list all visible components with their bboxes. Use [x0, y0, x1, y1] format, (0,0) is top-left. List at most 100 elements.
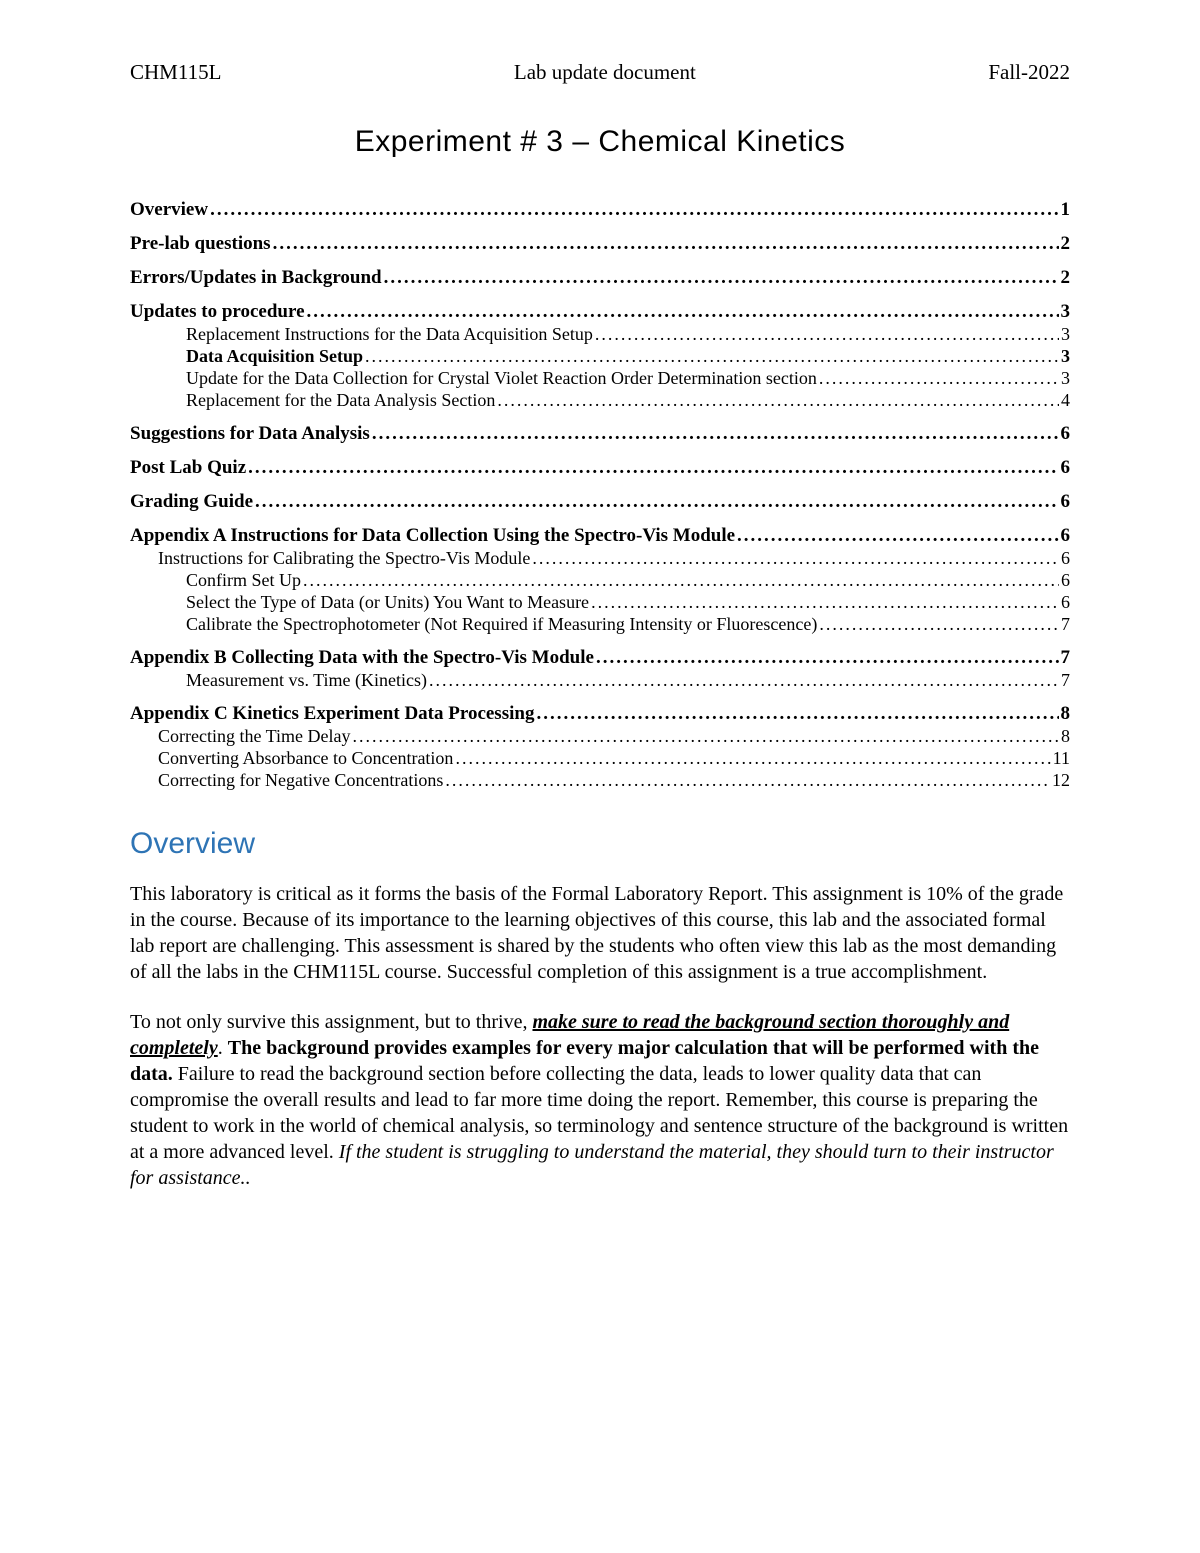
- toc-label: Post Lab Quiz: [130, 457, 246, 479]
- toc-leader-dots: [384, 267, 1059, 289]
- toc-page-number: 6: [1061, 570, 1070, 591]
- overview-paragraph-1: This laboratory is critical as it forms …: [130, 881, 1070, 985]
- page-header: CHM115L Lab update document Fall-2022: [130, 60, 1070, 85]
- toc-entry[interactable]: Measurement vs. Time (Kinetics) 7: [186, 670, 1070, 691]
- overview-paragraph-2: To not only survive this assignment, but…: [130, 1009, 1070, 1191]
- toc-entry[interactable]: Post Lab Quiz 6: [130, 457, 1070, 479]
- toc-page-number: 3: [1061, 368, 1070, 389]
- toc-leader-dots: [532, 548, 1059, 569]
- toc-entry[interactable]: Suggestions for Data Analysis 6: [130, 423, 1070, 445]
- toc-label: Pre-lab questions: [130, 233, 271, 255]
- toc-page-number: 8: [1061, 703, 1071, 725]
- toc-label: Errors/Updates in Background: [130, 267, 382, 289]
- table-of-contents: Overview1Pre-lab questions2Errors/Update…: [130, 199, 1070, 791]
- toc-leader-dots: [307, 301, 1059, 323]
- toc-leader-dots: [210, 199, 1058, 221]
- toc-label: Confirm Set Up: [186, 570, 301, 591]
- toc-label: Update for the Data Collection for Cryst…: [186, 368, 817, 389]
- toc-label: Overview: [130, 199, 208, 221]
- toc-label: Select the Type of Data (or Units) You W…: [186, 592, 589, 613]
- toc-entry[interactable]: Instructions for Calibrating the Spectro…: [158, 548, 1070, 569]
- toc-entry[interactable]: Converting Absorbance to Concentration 11: [158, 748, 1070, 769]
- toc-entry[interactable]: Update for the Data Collection for Cryst…: [186, 368, 1070, 389]
- toc-leader-dots: [255, 491, 1059, 513]
- p2-end-period: .: [246, 1167, 251, 1189]
- toc-leader-dots: [273, 233, 1059, 255]
- toc-leader-dots: [595, 324, 1059, 345]
- toc-entry[interactable]: Errors/Updates in Background 2: [130, 267, 1070, 289]
- toc-entry[interactable]: Updates to procedure 3: [130, 301, 1070, 323]
- toc-page-number: 3: [1061, 346, 1070, 367]
- toc-leader-dots: [248, 457, 1058, 479]
- toc-entry[interactable]: Correcting the Time Delay 8: [158, 726, 1070, 747]
- toc-entry[interactable]: Grading Guide 6: [130, 491, 1070, 513]
- toc-label: Appendix C Kinetics Experiment Data Proc…: [130, 703, 534, 725]
- toc-leader-dots: [596, 647, 1059, 669]
- toc-page-number: 6: [1061, 592, 1070, 613]
- toc-leader-dots: [497, 390, 1059, 411]
- toc-leader-dots: [429, 670, 1059, 691]
- toc-entry[interactable]: Appendix C Kinetics Experiment Data Proc…: [130, 703, 1070, 725]
- header-right: Fall-2022: [988, 60, 1070, 85]
- toc-entry[interactable]: Correcting for Negative Concentrations12: [158, 770, 1070, 791]
- toc-page-number: 6: [1061, 457, 1071, 479]
- toc-page-number: 6: [1061, 525, 1071, 547]
- toc-label: Correcting the Time Delay: [158, 726, 350, 747]
- toc-leader-dots: [365, 346, 1059, 367]
- toc-entry[interactable]: Appendix B Collecting Data with the Spec…: [130, 647, 1070, 669]
- toc-page-number: 6: [1061, 548, 1070, 569]
- toc-leader-dots: [455, 748, 1050, 769]
- toc-entry[interactable]: Pre-lab questions 2: [130, 233, 1070, 255]
- toc-leader-dots: [352, 726, 1059, 747]
- toc-page-number: 8: [1061, 726, 1070, 747]
- overview-body: This laboratory is critical as it forms …: [130, 881, 1070, 1191]
- toc-entry[interactable]: Select the Type of Data (or Units) You W…: [186, 592, 1070, 613]
- toc-entry[interactable]: Data Acquisition Setup 3: [186, 346, 1070, 367]
- toc-label: Updates to procedure: [130, 301, 305, 323]
- toc-page-number: 3: [1061, 301, 1071, 323]
- toc-leader-dots: [536, 703, 1058, 725]
- toc-entry[interactable]: Overview 1: [130, 199, 1070, 221]
- document-title: Experiment # 3 – Chemical Kinetics: [130, 125, 1070, 159]
- toc-page-number: 3: [1061, 324, 1070, 345]
- section-heading-overview: Overview: [130, 827, 1070, 861]
- toc-leader-dots: [303, 570, 1059, 591]
- toc-label: Appendix B Collecting Data with the Spec…: [130, 647, 594, 669]
- toc-entry[interactable]: Replacement for the Data Analysis Sectio…: [186, 390, 1070, 411]
- toc-label: Appendix A Instructions for Data Collect…: [130, 525, 735, 547]
- toc-page-number: 7: [1061, 670, 1070, 691]
- toc-leader-dots: [591, 592, 1059, 613]
- toc-page-number: 7: [1061, 647, 1071, 669]
- header-left: CHM115L: [130, 60, 221, 85]
- toc-label: Grading Guide: [130, 491, 253, 513]
- toc-leader-dots: [819, 614, 1059, 635]
- toc-leader-dots: [819, 368, 1059, 389]
- toc-label: Replacement for the Data Analysis Sectio…: [186, 390, 495, 411]
- toc-page-number: 1: [1061, 199, 1071, 221]
- toc-label: Replacement Instructions for the Data Ac…: [186, 324, 593, 345]
- toc-leader-dots: [372, 423, 1059, 445]
- toc-label: Measurement vs. Time (Kinetics): [186, 670, 427, 691]
- toc-label: Suggestions for Data Analysis: [130, 423, 370, 445]
- toc-leader-dots: [445, 770, 1050, 791]
- toc-entry[interactable]: Calibrate the Spectrophotometer (Not Req…: [186, 614, 1070, 635]
- toc-page-number: 6: [1061, 423, 1071, 445]
- toc-page-number: 7: [1061, 614, 1070, 635]
- toc-label: Calibrate the Spectrophotometer (Not Req…: [186, 614, 817, 635]
- toc-page-number: 11: [1053, 748, 1070, 769]
- toc-leader-dots: [737, 525, 1058, 547]
- toc-page-number: 4: [1061, 390, 1070, 411]
- toc-entry[interactable]: Appendix A Instructions for Data Collect…: [130, 525, 1070, 547]
- toc-page-number: 12: [1052, 770, 1070, 791]
- toc-entry[interactable]: Confirm Set Up 6: [186, 570, 1070, 591]
- p2-lead: To not only survive this assignment, but…: [130, 1011, 532, 1033]
- toc-page-number: 2: [1061, 267, 1071, 289]
- toc-entry[interactable]: Replacement Instructions for the Data Ac…: [186, 324, 1070, 345]
- toc-label: Converting Absorbance to Concentration: [158, 748, 453, 769]
- p2-period: .: [218, 1037, 228, 1059]
- toc-page-number: 2: [1061, 233, 1071, 255]
- toc-page-number: 6: [1061, 491, 1071, 513]
- toc-label: Data Acquisition Setup: [186, 346, 363, 367]
- toc-label: Instructions for Calibrating the Spectro…: [158, 548, 530, 569]
- header-center: Lab update document: [514, 60, 696, 85]
